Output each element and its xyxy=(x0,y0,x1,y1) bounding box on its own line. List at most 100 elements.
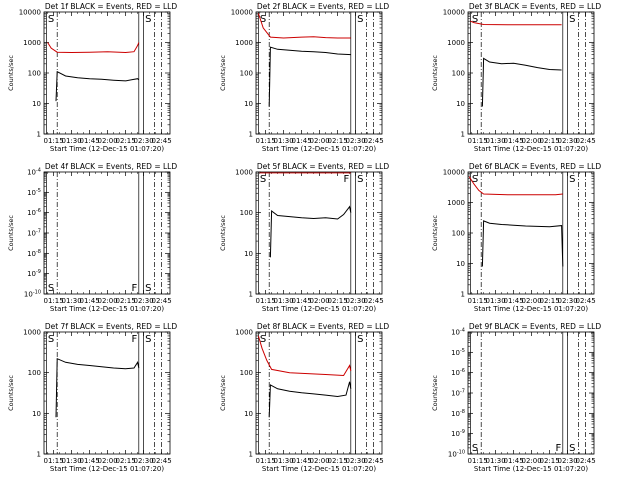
lld-series-line xyxy=(468,176,563,196)
y-tick-label: 1000 xyxy=(447,39,465,47)
x-axis-label: Start Time (12-Dec-15 01:07:20) xyxy=(50,465,164,473)
y-tick-label: 1 xyxy=(461,291,465,299)
events-series-line xyxy=(55,70,140,102)
y-tick-label: 10-5 xyxy=(27,188,41,197)
x-tick-label: 02:00 xyxy=(310,297,330,305)
x-tick-label: 02:15 xyxy=(328,137,348,145)
x-tick-label: 01:45 xyxy=(292,457,312,465)
x-tick-label: 01:30 xyxy=(486,297,506,305)
y-tick-label: 1 xyxy=(249,131,253,139)
x-tick-label: 02:00 xyxy=(310,457,330,465)
marker-label: S xyxy=(48,334,54,345)
y-tick-label: 100 xyxy=(28,70,41,78)
x-tick-label: 02:30 xyxy=(134,137,154,145)
y-tick-label: 10-4 xyxy=(451,328,465,337)
y-tick-label: 10 xyxy=(456,260,465,268)
marker-label: F xyxy=(344,174,350,185)
marker-label: S xyxy=(569,443,575,454)
x-tick-label: 02:15 xyxy=(328,457,348,465)
x-tick-label: 02:30 xyxy=(346,137,366,145)
y-axis-label: Counts/sec xyxy=(431,55,439,91)
x-axis-label: Start Time (12-Dec-15 01:07:20) xyxy=(262,145,376,153)
x-tick-label: 01:30 xyxy=(62,297,82,305)
plot-frame xyxy=(255,11,383,135)
y-tick-label: 10-4 xyxy=(27,168,41,177)
y-axis-label: Counts/sec xyxy=(219,55,227,91)
y-tick-label: 100 xyxy=(452,70,465,78)
x-tick-label: 02:00 xyxy=(98,457,118,465)
x-tick-label: 01:45 xyxy=(504,297,524,305)
x-tick-label: 01:30 xyxy=(274,297,294,305)
y-axis-label: Counts/sec xyxy=(219,375,227,411)
marker-label: S xyxy=(357,334,363,345)
chart-title: Det 2f BLACK = Events, RED = LLD xyxy=(257,2,390,11)
chart-5: Det 5f BLACK = Events, RED = LLD Counts/s… xyxy=(219,162,389,313)
y-tick-label: 10-6 xyxy=(451,368,465,377)
y-axis-label: Counts/sec xyxy=(431,215,439,251)
chart-title: Det 3f BLACK = Events, RED = LLD xyxy=(469,2,602,11)
x-tick-label: 01:15 xyxy=(256,297,276,305)
x-tick-label: 02:15 xyxy=(540,457,560,465)
x-tick-label: 02:45 xyxy=(364,457,384,465)
x-tick-label: 01:45 xyxy=(80,457,100,465)
x-tick-label: 02:15 xyxy=(116,137,136,145)
x-tick-label: 01:30 xyxy=(62,137,82,145)
lld-series-line xyxy=(470,20,562,26)
y-tick-label: 1000 xyxy=(235,39,253,47)
y-tick-label: 1 xyxy=(37,451,41,459)
y-tick-label: 10000 xyxy=(443,169,465,177)
y-tick-label: 10-7 xyxy=(451,389,465,398)
chart-title: Det 7f BLACK = Events, RED = LLD xyxy=(45,322,178,331)
y-tick-label: 10 xyxy=(244,410,253,418)
x-tick-label: 02:00 xyxy=(522,457,542,465)
events-series-line xyxy=(268,46,351,107)
x-tick-label: 02:45 xyxy=(152,137,172,145)
marker-label: S xyxy=(472,443,478,454)
y-tick-label: 10-8 xyxy=(451,409,465,418)
x-tick-label: 01:15 xyxy=(468,297,488,305)
y-tick-label: 10-8 xyxy=(27,249,41,258)
y-tick-label: 10 xyxy=(244,100,253,108)
y-tick-label: 10 xyxy=(32,410,41,418)
y-tick-label: 1000 xyxy=(447,199,465,207)
y-axis-label: Counts/sec xyxy=(7,375,15,411)
x-tick-label: 01:15 xyxy=(44,457,64,465)
y-tick-label: 1 xyxy=(461,131,465,139)
y-tick-label: 1 xyxy=(249,451,253,459)
x-tick-label: 02:30 xyxy=(346,297,366,305)
marker-label: S xyxy=(48,283,54,294)
x-tick-label: 01:15 xyxy=(468,457,488,465)
x-tick-label: 02:15 xyxy=(116,297,136,305)
x-tick-label: 02:30 xyxy=(134,457,154,465)
y-tick-label: 1000 xyxy=(23,329,41,337)
marker-label: S xyxy=(260,174,266,185)
chart-6: Det 6f BLACK = Events, RED = LLD Counts/s… xyxy=(431,162,601,313)
chart-title: Det 8f BLACK = Events, RED = LLD xyxy=(257,322,390,331)
plot-frame xyxy=(467,171,595,295)
y-tick-label: 100 xyxy=(28,369,41,377)
marker-label: S xyxy=(472,174,478,185)
y-tick-label: 10-10 xyxy=(24,290,41,299)
chart-title: Det 9f BLACK = Events, RED = LLD xyxy=(469,322,602,331)
x-axis-label: Start Time (12-Dec-15 01:07:20) xyxy=(262,305,376,313)
chart-2: Det 2f BLACK = Events, RED = LLD Counts/s… xyxy=(219,2,389,153)
y-tick-label: 10 xyxy=(32,100,41,108)
x-tick-label: 01:45 xyxy=(80,297,100,305)
y-tick-label: 10 xyxy=(244,250,253,258)
chart-8: Det 8f BLACK = Events, RED = LLD Counts/s… xyxy=(219,322,389,473)
x-tick-label: 02:00 xyxy=(522,297,542,305)
y-tick-label: 1 xyxy=(37,131,41,139)
y-axis-label: Counts/sec xyxy=(431,375,439,411)
x-axis-label: Start Time (12-Dec-15 01:07:20) xyxy=(474,465,588,473)
events-series-line xyxy=(268,381,352,418)
marker-label: S xyxy=(260,14,266,25)
x-tick-label: 01:45 xyxy=(504,457,524,465)
marker-label: S xyxy=(48,14,54,25)
x-tick-label: 02:45 xyxy=(576,297,596,305)
chart-1: Det 1f BLACK = Events, RED = LLD Counts/s… xyxy=(7,2,177,153)
plot-frame xyxy=(43,171,171,295)
chart-9: Det 9f BLACK = Events, RED = LLD Counts/s… xyxy=(431,322,601,473)
x-tick-label: 02:00 xyxy=(310,137,330,145)
y-tick-label: 10-5 xyxy=(451,348,465,357)
